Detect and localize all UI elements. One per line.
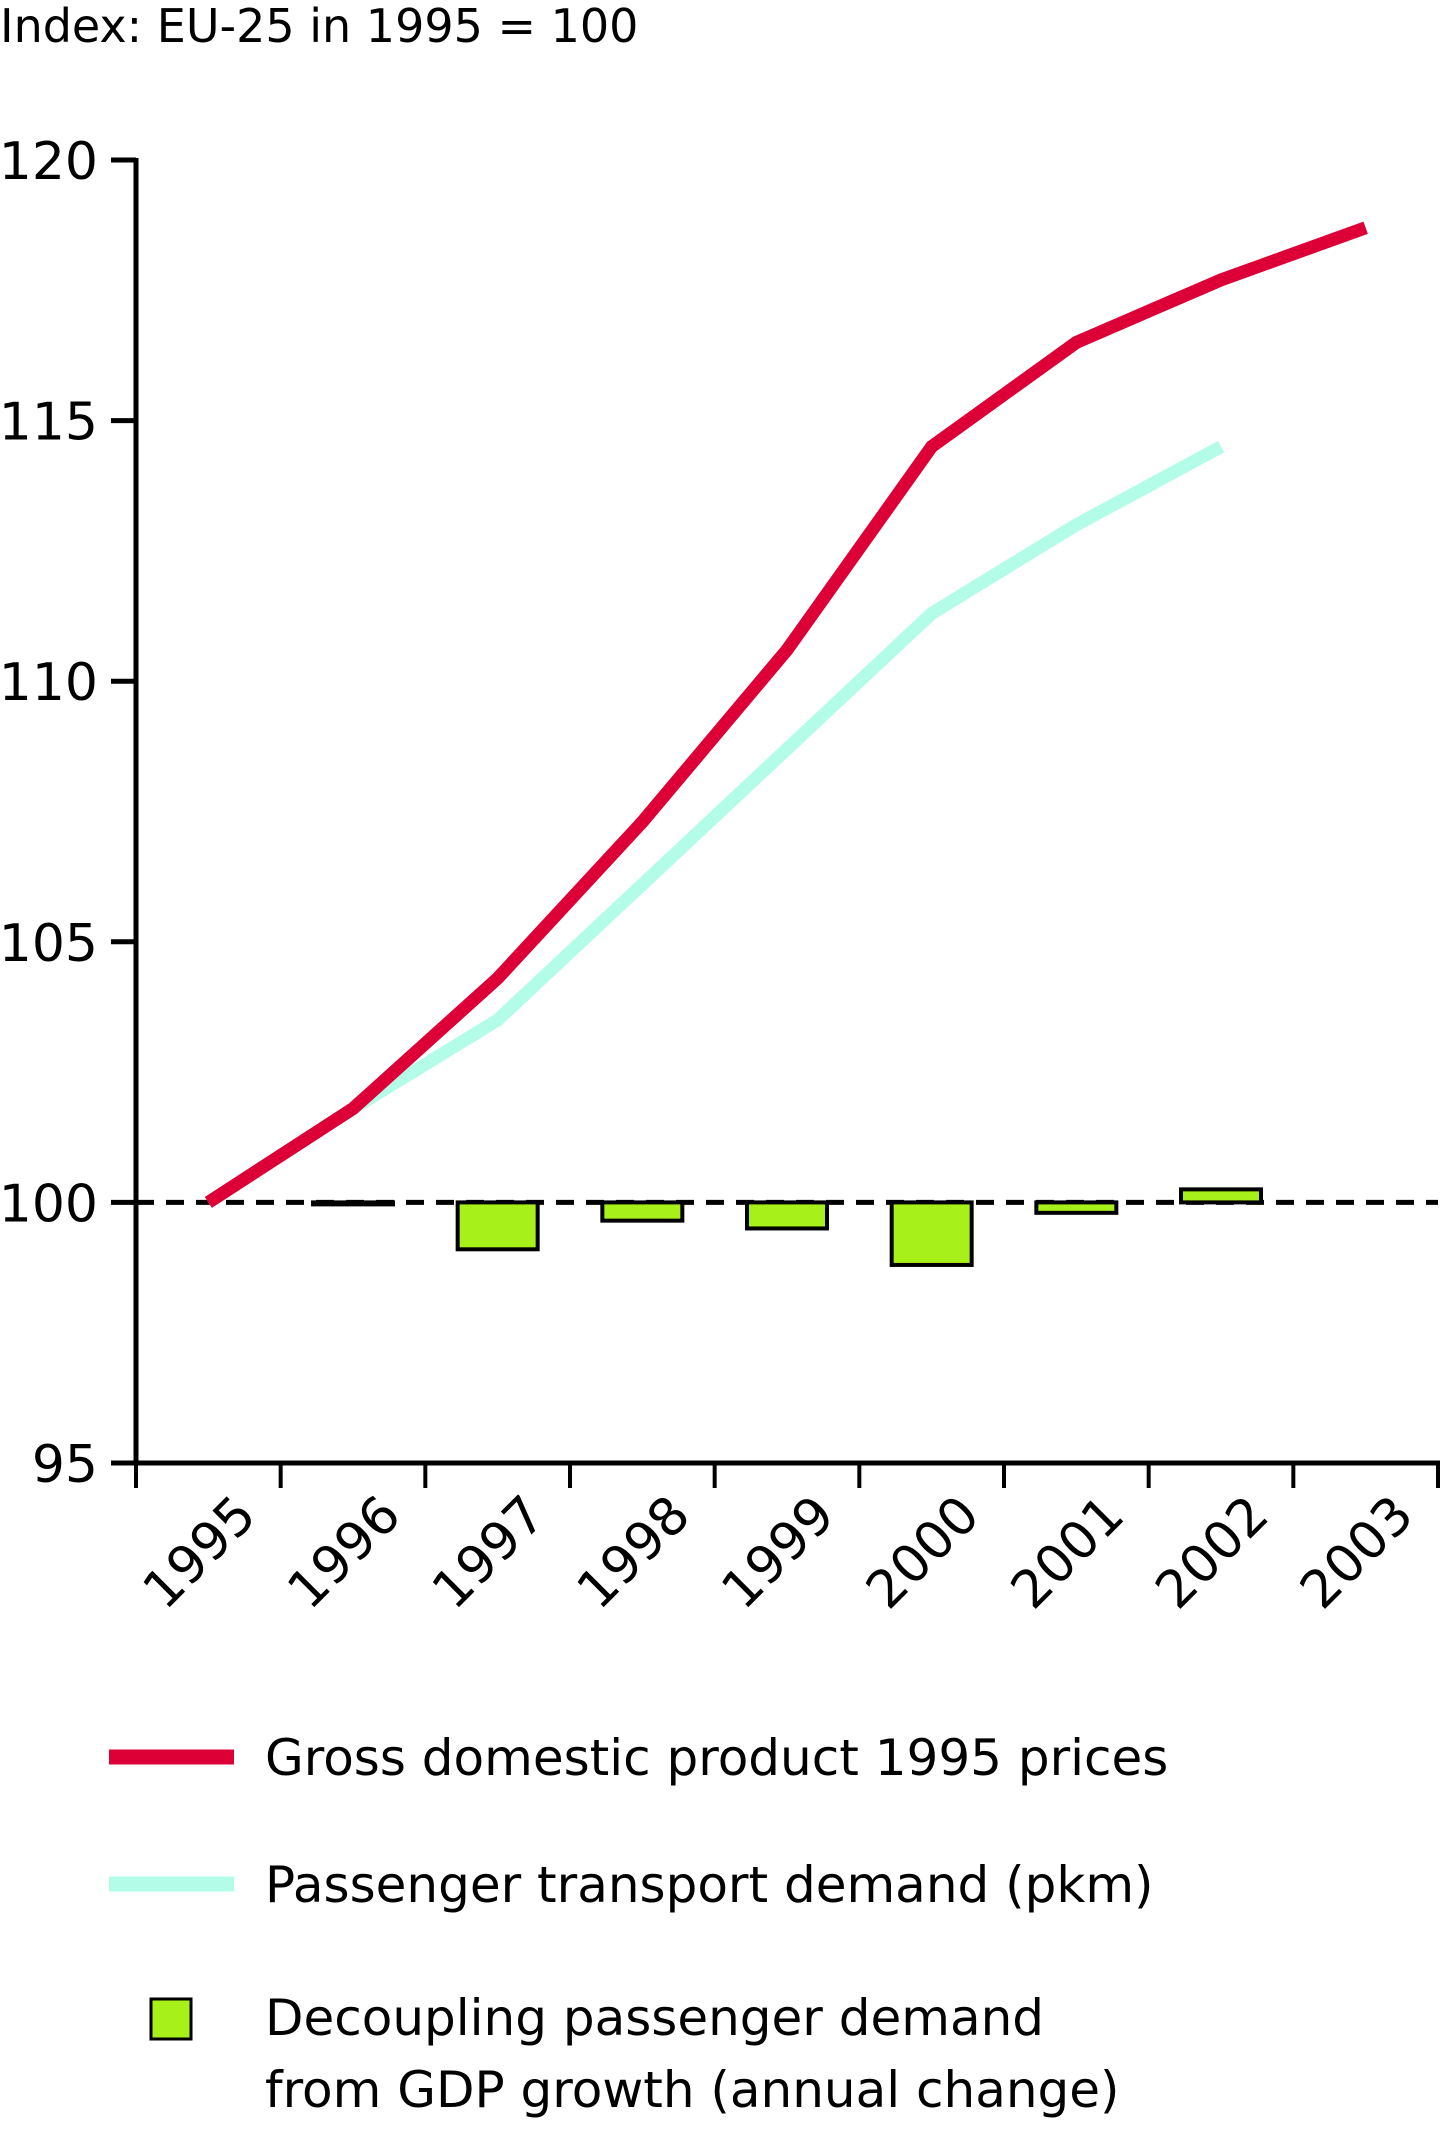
x-tick-label: 1995 bbox=[132, 1485, 268, 1621]
legend-label-passenger: Passenger transport demand (pkm) bbox=[265, 1856, 1154, 1914]
x-tick-label: 2001 bbox=[1000, 1485, 1136, 1621]
legend-swatch-decoupling bbox=[149, 1997, 193, 2041]
x-tick-label: 2002 bbox=[1145, 1485, 1281, 1621]
x-tick-label: 1996 bbox=[277, 1485, 413, 1621]
y-tick-label: 115 bbox=[0, 393, 98, 453]
y-tick-label: 95 bbox=[32, 1435, 98, 1495]
y-tick-label: 100 bbox=[0, 1174, 98, 1234]
decoupling-bar bbox=[889, 1200, 974, 1267]
decoupling-bar bbox=[1179, 1187, 1263, 1205]
decoupling-bar bbox=[311, 1200, 395, 1207]
chart-title: Index: EU-25 in 1995 = 100 bbox=[0, 0, 638, 53]
legend-label-decoupling-line2: from GDP growth (annual change) bbox=[265, 2061, 1120, 2119]
y-tick-label: 120 bbox=[0, 132, 98, 192]
passenger-demand-line bbox=[204, 440, 1225, 1208]
legend-label-gdp: Gross domestic product 1995 prices bbox=[265, 1729, 1168, 1787]
x-tick-label: 2000 bbox=[855, 1485, 991, 1621]
legend: Gross domestic product 1995 prices Passen… bbox=[109, 1729, 1168, 2119]
decoupling-bar bbox=[455, 1200, 540, 1252]
gdp-line bbox=[204, 221, 1368, 1208]
legend-label-decoupling-line1: Decoupling passenger demand bbox=[265, 1989, 1044, 2047]
x-tick-label: 1998 bbox=[566, 1485, 702, 1621]
decoupling-bar bbox=[1034, 1200, 1119, 1215]
x-tick-label: 1997 bbox=[421, 1485, 557, 1621]
y-tick-label: 110 bbox=[0, 653, 98, 713]
y-tick-label: 105 bbox=[0, 914, 98, 974]
decoupling-bar bbox=[745, 1200, 829, 1231]
x-tick-label: 1999 bbox=[711, 1485, 847, 1621]
x-tick-label: 2003 bbox=[1289, 1485, 1425, 1621]
decoupling-bar bbox=[600, 1200, 685, 1223]
